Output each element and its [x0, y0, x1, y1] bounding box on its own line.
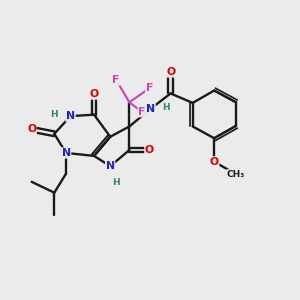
Text: O: O [89, 89, 99, 99]
Text: CH₃: CH₃ [227, 169, 245, 178]
Text: F: F [138, 107, 146, 117]
Text: N: N [146, 104, 155, 114]
Text: N: N [66, 111, 75, 121]
Text: N: N [61, 148, 70, 158]
Text: H: H [162, 103, 170, 112]
Text: F: F [146, 83, 153, 93]
Text: O: O [210, 157, 219, 167]
Text: O: O [27, 124, 36, 134]
Text: F: F [112, 75, 120, 85]
Text: H: H [50, 110, 58, 119]
Text: H: H [112, 178, 119, 187]
Text: O: O [145, 145, 154, 155]
Text: N: N [106, 161, 115, 171]
Text: O: O [166, 67, 175, 77]
